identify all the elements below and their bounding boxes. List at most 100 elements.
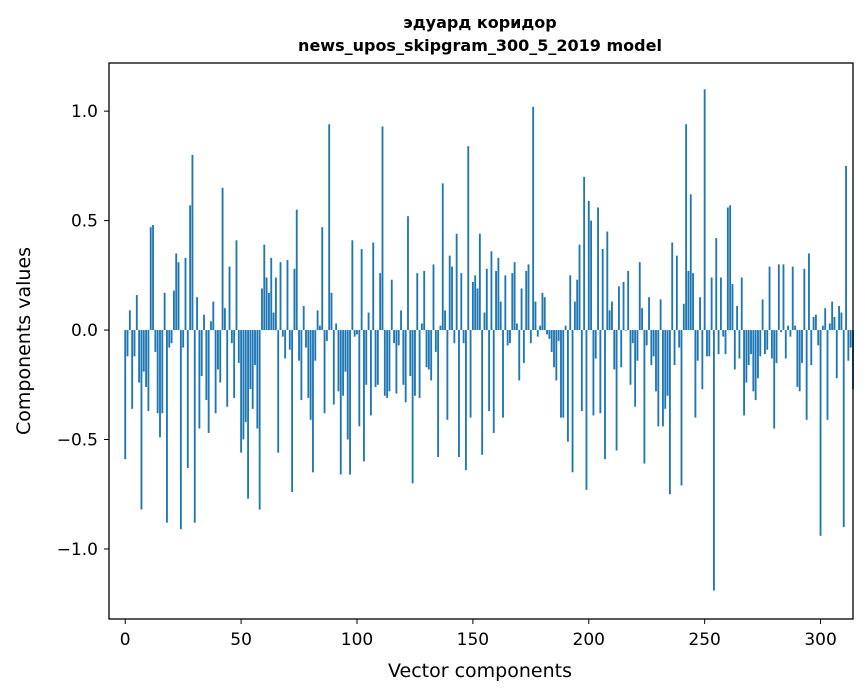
bar-139 (446, 330, 449, 420)
bar-302 (824, 308, 827, 331)
bar-151 (474, 275, 477, 331)
bar-7 (140, 330, 143, 510)
bar-264 (736, 305, 739, 331)
bar-249 (701, 330, 704, 390)
bar-72 (291, 330, 294, 493)
bar-122 (407, 216, 409, 331)
bar-19 (168, 330, 171, 348)
bar-105 (367, 312, 370, 331)
bar-214 (620, 330, 623, 368)
bar-40 (217, 330, 219, 370)
bar-273 (757, 330, 759, 379)
bar-75 (298, 330, 300, 361)
bar-118 (397, 330, 400, 346)
bar-138 (444, 310, 447, 331)
bar-103 (363, 330, 365, 462)
bar-108 (374, 330, 377, 387)
bar-255 (715, 238, 718, 331)
bar-90 (332, 330, 335, 405)
bar-29 (191, 154, 194, 331)
bar-117 (395, 330, 398, 394)
bar-78 (305, 330, 307, 348)
bar-126 (416, 273, 419, 331)
bar-35 (205, 330, 208, 401)
bar-291 (798, 330, 801, 392)
bar-199 (585, 330, 588, 490)
bar-0 (124, 330, 127, 460)
bar-280 (773, 330, 776, 429)
bar-107 (372, 242, 375, 331)
bar-66 (277, 330, 280, 453)
bar-180 (541, 292, 544, 331)
bar-294 (805, 330, 808, 420)
bar-270 (750, 330, 752, 355)
bar-184 (550, 330, 553, 352)
bar-274 (759, 330, 762, 357)
bar-41 (219, 330, 222, 383)
bar-251 (706, 330, 708, 357)
bar-102 (360, 249, 363, 331)
bar-58 (258, 330, 261, 510)
bar-231 (659, 299, 662, 331)
bar-71 (288, 330, 291, 350)
bar-244 (689, 194, 692, 331)
bar-131 (427, 330, 430, 370)
bar-223 (641, 308, 644, 331)
bar-57 (256, 330, 259, 429)
x-tick-label: 0 (120, 630, 131, 650)
bar-5 (135, 295, 138, 331)
y-tick-label: −0.5 (57, 431, 98, 451)
bar-174 (527, 264, 530, 331)
bar-129 (423, 270, 426, 331)
bar-283 (780, 330, 783, 333)
bar-31 (196, 297, 199, 331)
bar-203 (594, 330, 597, 359)
bar-258 (722, 330, 725, 337)
bar-206 (601, 249, 604, 331)
bar-212 (615, 330, 618, 451)
bar-55 (251, 330, 254, 409)
bar-101 (358, 330, 361, 427)
bar-219 (631, 330, 634, 344)
bar-170 (518, 330, 521, 381)
bar-304 (828, 323, 831, 331)
bar-213 (617, 286, 620, 331)
plot-frame (108, 62, 854, 620)
bar-307 (835, 330, 838, 379)
bar-79 (307, 330, 310, 398)
bar-177 (534, 301, 537, 331)
bar-28 (189, 205, 192, 331)
y-axis-label: Components values (13, 247, 35, 435)
bar-296 (810, 330, 813, 366)
bar-172 (522, 330, 525, 363)
bar-113 (386, 330, 389, 398)
bar-209 (608, 310, 611, 331)
bar-202 (592, 330, 595, 416)
bar-45 (228, 266, 231, 331)
bar-39 (214, 330, 217, 414)
bar-94 (342, 330, 345, 396)
bar-179 (539, 325, 542, 331)
bar-136 (439, 325, 442, 331)
bar-313 (849, 330, 852, 348)
bar-82 (314, 330, 317, 361)
bar-36 (207, 330, 210, 433)
bar-187 (557, 330, 560, 341)
bar-23 (177, 262, 180, 331)
bar-135 (437, 330, 440, 458)
bar-262 (731, 284, 734, 331)
bar-158 (490, 251, 493, 331)
bar-272 (754, 330, 757, 401)
bar-4 (133, 330, 136, 357)
bar-267 (743, 330, 745, 416)
bar-9 (145, 330, 148, 387)
bar-50 (240, 330, 243, 453)
bar-22 (175, 253, 178, 331)
bar-16 (161, 330, 164, 414)
bar-143 (455, 233, 458, 331)
bar-178 (536, 330, 539, 337)
bar-59 (261, 288, 263, 331)
bar-229 (655, 330, 657, 392)
bar-247 (696, 330, 699, 361)
bar-245 (692, 273, 695, 331)
